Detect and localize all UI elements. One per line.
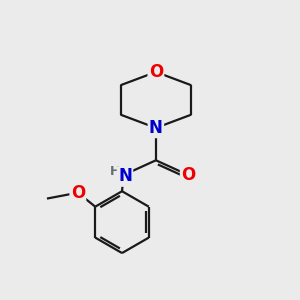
- Text: O: O: [71, 184, 85, 202]
- Text: N: N: [149, 119, 163, 137]
- Text: H: H: [110, 165, 120, 178]
- Text: N: N: [118, 167, 132, 185]
- Text: O: O: [181, 166, 195, 184]
- Text: O: O: [149, 63, 163, 81]
